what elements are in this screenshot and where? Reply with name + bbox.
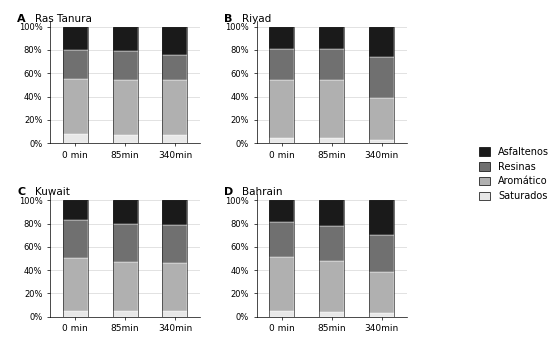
- Bar: [270, 27, 294, 49]
- Bar: [113, 27, 138, 51]
- Bar: [62, 200, 87, 220]
- Text: A: A: [17, 14, 26, 24]
- Text: Bahrain: Bahrain: [242, 187, 282, 197]
- Bar: [270, 49, 294, 80]
- Bar: [369, 313, 394, 317]
- Bar: [319, 200, 344, 317]
- Bar: [113, 200, 138, 223]
- Bar: [319, 27, 344, 49]
- Text: Ras Tanura: Ras Tanura: [35, 14, 92, 24]
- Text: C: C: [17, 187, 25, 197]
- Bar: [319, 139, 344, 143]
- Bar: [319, 312, 344, 317]
- Bar: [369, 200, 394, 235]
- Text: D: D: [224, 187, 233, 197]
- Bar: [319, 261, 344, 312]
- Bar: [113, 27, 138, 143]
- Bar: [62, 27, 87, 50]
- Bar: [62, 220, 87, 259]
- Legend: Asfaltenos, Resinas, Aromático, Saturados: Asfaltenos, Resinas, Aromático, Saturado…: [476, 144, 552, 204]
- Bar: [369, 272, 394, 313]
- Bar: [163, 200, 187, 317]
- Bar: [369, 98, 394, 140]
- Bar: [369, 27, 394, 57]
- Bar: [113, 223, 138, 262]
- Bar: [369, 140, 394, 143]
- Bar: [270, 311, 294, 317]
- Bar: [270, 200, 294, 222]
- Bar: [270, 222, 294, 257]
- Bar: [163, 80, 187, 135]
- Bar: [270, 80, 294, 139]
- Bar: [62, 200, 87, 317]
- Bar: [369, 235, 394, 272]
- Bar: [270, 139, 294, 143]
- Bar: [319, 226, 344, 261]
- Bar: [113, 135, 138, 143]
- Bar: [62, 50, 87, 79]
- Bar: [113, 200, 138, 317]
- Bar: [319, 80, 344, 139]
- Bar: [62, 79, 87, 134]
- Bar: [369, 200, 394, 317]
- Bar: [113, 311, 138, 317]
- Text: Kuwait: Kuwait: [35, 187, 70, 197]
- Bar: [369, 27, 394, 143]
- Bar: [319, 49, 344, 80]
- Bar: [270, 200, 294, 317]
- Bar: [319, 27, 344, 143]
- Bar: [113, 80, 138, 135]
- Bar: [62, 27, 87, 143]
- Bar: [163, 27, 187, 55]
- Bar: [319, 200, 344, 226]
- Bar: [163, 311, 187, 317]
- Text: Riyad: Riyad: [242, 14, 271, 24]
- Bar: [163, 263, 187, 311]
- Bar: [163, 200, 187, 225]
- Bar: [113, 262, 138, 311]
- Bar: [163, 135, 187, 143]
- Bar: [369, 57, 394, 98]
- Bar: [270, 27, 294, 143]
- Bar: [62, 134, 87, 143]
- Bar: [113, 51, 138, 80]
- Bar: [163, 55, 187, 80]
- Text: B: B: [224, 14, 232, 24]
- Bar: [163, 27, 187, 143]
- Bar: [62, 259, 87, 311]
- Bar: [62, 311, 87, 317]
- Bar: [163, 225, 187, 263]
- Bar: [270, 257, 294, 311]
